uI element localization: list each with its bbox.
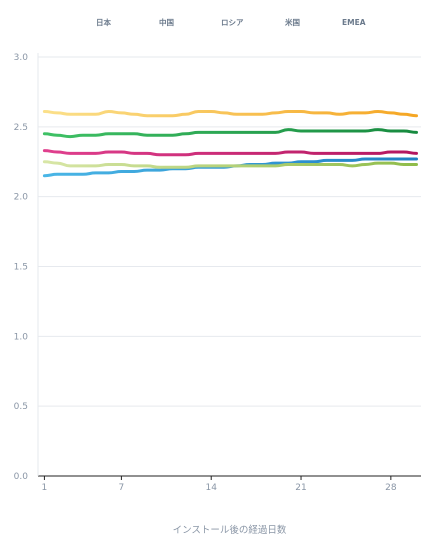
gridlines	[38, 56, 421, 407]
legend-label: 日本	[96, 17, 111, 27]
legend-label: EMEA	[342, 18, 366, 27]
y-tick-label: 0.5	[14, 402, 28, 412]
x-axis-title: インストール後の経過日数	[173, 524, 287, 536]
y-tick-label: 0.0	[14, 472, 29, 482]
series-line-4	[42, 149, 418, 157]
x-tick-label: 14	[205, 483, 217, 493]
legend-label: 中国	[159, 17, 174, 27]
y-tick-label: 1.0	[14, 332, 29, 342]
axes	[37, 53, 421, 480]
series-line-0	[42, 109, 418, 118]
y-tick-label: 3.0	[14, 53, 29, 63]
x-tick-label: 1	[42, 483, 48, 493]
y-tick-label: 1.5	[14, 263, 28, 273]
series-line-3	[42, 160, 418, 169]
legend-label: 米国	[285, 17, 300, 27]
legend: 日本 中国 ロシア 米国 EMEA	[70, 17, 366, 27]
series-line-2	[42, 128, 418, 139]
x-tick-label: 21	[295, 483, 306, 493]
series-lines	[42, 109, 418, 178]
tick-labels: 0.0 0.5 1.0 1.5 2.0 2.5 3.0 1 7 14 21 28	[14, 53, 397, 493]
y-tick-label: 2.5	[14, 123, 28, 133]
legend-label: ロシア	[221, 18, 244, 27]
x-tick-label: 7	[119, 483, 125, 493]
y-tick-label: 2.0	[14, 193, 29, 203]
x-tick-label: 28	[385, 483, 397, 493]
